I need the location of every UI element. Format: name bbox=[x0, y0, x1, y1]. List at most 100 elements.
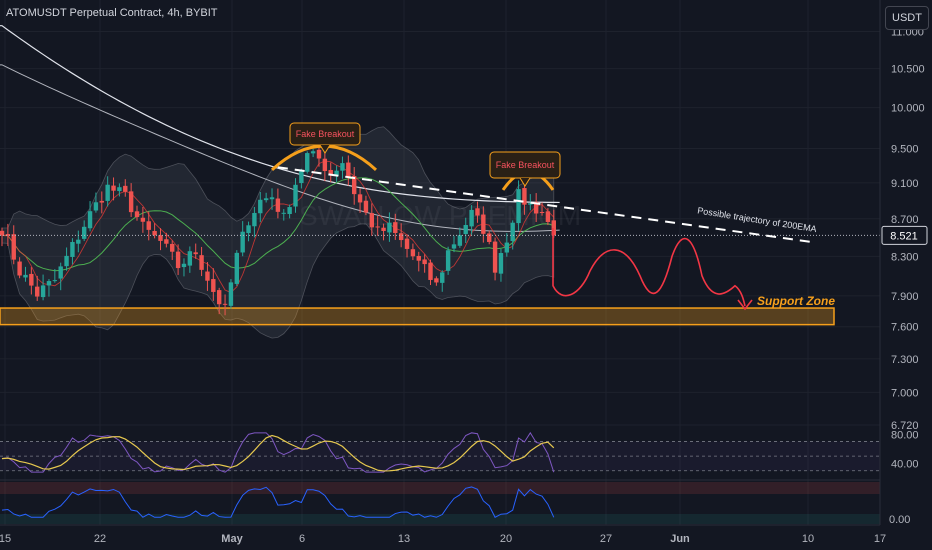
candle-body bbox=[164, 239, 169, 244]
candle-body bbox=[375, 226, 380, 228]
candle-body bbox=[451, 244, 457, 249]
price-tick-label: 8.700 bbox=[891, 214, 919, 226]
candle-body bbox=[404, 238, 410, 249]
osc-line bbox=[1, 486, 555, 518]
candle-body bbox=[310, 151, 316, 154]
fake-breakout-pointer bbox=[519, 177, 531, 187]
candle-body bbox=[504, 242, 510, 253]
fake-breakout-label: Fake Breakout bbox=[496, 160, 555, 170]
time-tick-label: 27 bbox=[600, 533, 612, 545]
candle-body bbox=[240, 231, 245, 253]
candle-body bbox=[334, 170, 339, 177]
price-tick-label: 8.300 bbox=[891, 251, 919, 263]
candle-body bbox=[146, 221, 151, 230]
candle-body bbox=[175, 251, 181, 269]
price-tick-label: 10.500 bbox=[891, 64, 925, 76]
osc-lower-band bbox=[0, 514, 880, 524]
candle-body bbox=[211, 279, 216, 292]
candle-body bbox=[475, 208, 480, 216]
rsi-tick-label: 40.00 bbox=[891, 458, 919, 470]
candle-body bbox=[134, 211, 140, 218]
candle-body bbox=[275, 198, 281, 212]
candle-body bbox=[510, 222, 515, 242]
price-tick-label: 7.900 bbox=[891, 291, 919, 303]
chart-title: ATOMUSDT Perpetual Contract, 4h, BYBIT bbox=[6, 7, 218, 19]
candle-body bbox=[422, 259, 427, 265]
candle-body bbox=[216, 290, 222, 305]
candle-body bbox=[117, 187, 122, 192]
currency-button[interactable]: USDT bbox=[885, 6, 929, 30]
fake-breakout-pointer bbox=[319, 144, 331, 154]
candle-body bbox=[70, 242, 75, 257]
rsi-line bbox=[1, 431, 555, 473]
candle-body bbox=[293, 184, 298, 207]
candle-body bbox=[533, 201, 539, 214]
candle-body bbox=[381, 227, 386, 231]
candle-body bbox=[234, 252, 239, 284]
candle-body bbox=[205, 271, 210, 281]
candle-body bbox=[58, 266, 63, 279]
candle-body bbox=[193, 252, 198, 255]
candle-body bbox=[199, 255, 204, 270]
candle-body bbox=[99, 200, 104, 203]
candle-body bbox=[35, 286, 40, 297]
candle-body bbox=[539, 211, 545, 213]
candle-body bbox=[481, 214, 486, 234]
candle-body bbox=[498, 253, 504, 274]
time-tick-label: 22 bbox=[94, 533, 106, 545]
candle-body bbox=[140, 217, 146, 222]
candle-body bbox=[316, 149, 322, 159]
candle-body bbox=[440, 272, 445, 283]
candle-body bbox=[398, 233, 404, 241]
candle-body bbox=[0, 230, 5, 236]
candle-body bbox=[528, 203, 533, 205]
fake-breakout-label: Fake Breakout bbox=[296, 129, 355, 139]
candle-body bbox=[434, 278, 439, 283]
last-price-label: 8.521 bbox=[890, 230, 918, 242]
candle-body bbox=[252, 212, 257, 227]
candle-body bbox=[40, 285, 46, 298]
candle-body bbox=[369, 213, 375, 228]
last-price-tag bbox=[881, 225, 928, 245]
candle-body bbox=[352, 176, 357, 195]
price-tick-label: 6.720 bbox=[891, 420, 919, 432]
candle-body bbox=[11, 234, 16, 260]
time-tick-label: 15 bbox=[0, 533, 11, 545]
candle-body bbox=[305, 153, 310, 172]
candle-body bbox=[410, 249, 416, 257]
candle-body bbox=[322, 158, 328, 172]
candle-body bbox=[516, 189, 521, 224]
candle-body bbox=[246, 225, 251, 234]
candle-body bbox=[328, 169, 333, 176]
candle-body bbox=[487, 233, 492, 242]
candle-body bbox=[545, 211, 551, 222]
candle-body bbox=[428, 262, 433, 280]
candle-body bbox=[181, 263, 187, 268]
candle-body bbox=[23, 274, 28, 278]
candle-body bbox=[158, 235, 163, 241]
candle-body bbox=[281, 212, 286, 214]
candle-body bbox=[387, 222, 392, 233]
price-tick-label: 7.000 bbox=[891, 387, 919, 399]
candle-body bbox=[492, 241, 498, 273]
osc-tick-label: 0.00 bbox=[889, 514, 910, 526]
time-tick-label: 6 bbox=[299, 533, 305, 545]
candle-body bbox=[76, 239, 81, 244]
candle-body bbox=[93, 202, 99, 211]
price-tick-label: 9.500 bbox=[891, 144, 919, 156]
candle-body bbox=[340, 163, 345, 171]
candle-body bbox=[287, 207, 292, 215]
candle-body bbox=[346, 162, 351, 178]
candle-body bbox=[105, 184, 110, 201]
projection-arrowhead bbox=[737, 299, 753, 311]
candle-body bbox=[170, 243, 175, 252]
candle-body bbox=[457, 235, 463, 246]
price-tick-label: 9.100 bbox=[891, 178, 919, 190]
candle-body bbox=[416, 255, 421, 261]
candle-body bbox=[551, 220, 556, 236]
candle-body bbox=[111, 185, 116, 191]
candle-body bbox=[152, 230, 157, 236]
price-tick-label: 7.300 bbox=[891, 354, 919, 366]
time-tick-label: Jun bbox=[670, 533, 690, 545]
